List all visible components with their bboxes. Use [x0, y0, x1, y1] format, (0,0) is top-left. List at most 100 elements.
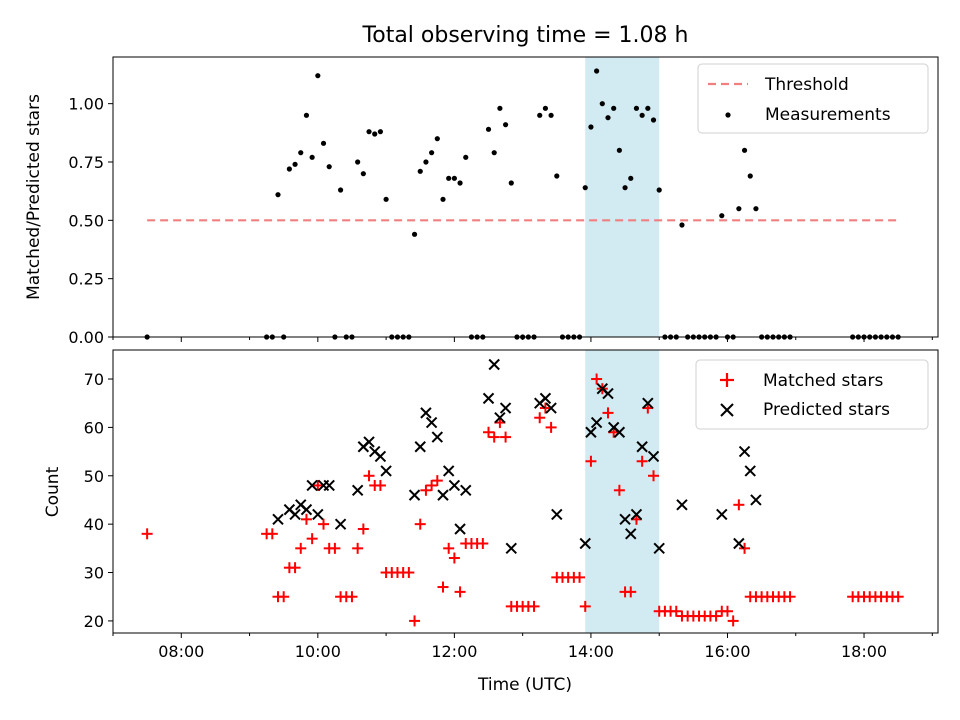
y-tick-label: 20	[84, 612, 104, 631]
legend-box	[695, 359, 929, 430]
y-axis-label: Count	[43, 466, 63, 517]
y-tick-label: 0.00	[68, 328, 104, 347]
predicted-star-point	[312, 508, 324, 521]
x-tick-label: 14:00	[568, 642, 614, 661]
measurement-point	[411, 231, 418, 237]
matched-star-point	[483, 426, 495, 438]
x-tick-label: 12:00	[431, 642, 477, 661]
matched-star-point	[278, 591, 290, 603]
predicted-star-point	[351, 484, 364, 496]
predicted-star-point	[425, 416, 438, 429]
matched-star-point	[266, 528, 278, 540]
measurement-point	[616, 147, 622, 153]
predicted-star-point	[579, 537, 591, 550]
measurement-point	[622, 185, 628, 191]
predicted-star-point	[539, 392, 552, 405]
legend: Matched stars Predicted stars	[695, 359, 929, 430]
predicted-star-point	[334, 518, 347, 530]
matched-star-point	[295, 542, 307, 554]
y-tick-label: 60	[84, 418, 104, 437]
measurement-point	[372, 131, 378, 137]
measurement-point	[446, 175, 452, 181]
matched-star-point	[374, 479, 386, 491]
matched-star-point	[488, 431, 500, 443]
x-tick-label: 10:00	[295, 642, 341, 661]
legend-threshold-label: Threshold	[764, 75, 849, 95]
predicted-star-point	[454, 523, 466, 535]
measurement-point	[429, 150, 435, 156]
matched-star-point	[591, 373, 603, 385]
predicted-star-point	[676, 499, 688, 511]
ratio-panel: 0.00 0.25 0.50 0.75 1.00 Matched/Predicted s…	[24, 56, 939, 347]
matched-star-point	[437, 581, 449, 593]
predicted-star-point	[636, 441, 648, 453]
predicted-star-point	[613, 426, 626, 438]
measurement-point	[275, 192, 281, 198]
matched-star-point	[625, 586, 637, 598]
predicted-star-point	[642, 397, 654, 409]
matched-star-point	[579, 600, 591, 612]
measurement-point	[656, 187, 662, 193]
measurement-point	[645, 105, 651, 111]
predicted-star-point	[505, 542, 517, 555]
predicted-star-point	[363, 436, 375, 448]
measurement-point	[650, 117, 657, 123]
y-tick-label: 70	[84, 370, 104, 389]
matched-star-point	[710, 610, 722, 622]
y-tick-label: 30	[84, 564, 104, 583]
matched-star-point	[545, 421, 557, 433]
matched-star-point	[636, 455, 648, 467]
predicted-star-point	[374, 450, 387, 463]
matched-star-point	[784, 591, 796, 603]
predicted-stars-points	[272, 358, 762, 555]
matched-star-point	[613, 484, 625, 496]
matched-star-point	[300, 513, 312, 525]
measurement-point	[582, 185, 588, 191]
predicted-star-point	[306, 479, 318, 492]
measurement-point	[315, 73, 321, 79]
measurement-point	[594, 68, 600, 74]
measurement-point	[423, 159, 429, 165]
measurement-point	[679, 222, 685, 228]
y-tick-label: 40	[84, 515, 104, 534]
measurement-point	[303, 112, 310, 118]
measurement-point	[736, 206, 742, 212]
predicted-star-point	[619, 513, 631, 526]
matched-star-point	[534, 412, 546, 424]
predicted-star-point	[625, 528, 637, 540]
matched-star-point	[426, 479, 438, 491]
y-axis-ticks: 20 30 40 50 60 70	[84, 370, 113, 631]
legend-matched-label: Matched stars	[763, 371, 883, 391]
predicted-star-point	[750, 494, 762, 506]
matched-star-point	[892, 591, 904, 603]
legend: Threshold Measurements	[697, 63, 929, 134]
measurement-point	[753, 206, 759, 212]
measurement-point	[611, 105, 617, 111]
matched-star-point	[363, 470, 375, 482]
measurement-point	[491, 150, 497, 156]
matched-star-point	[585, 455, 597, 467]
matched-star-point	[721, 605, 733, 617]
measurement-point	[741, 147, 748, 153]
measurement-point	[377, 129, 384, 135]
y-tick-label: 1.00	[68, 95, 104, 114]
matched-star-point	[727, 615, 739, 627]
matched-star-point	[352, 542, 364, 554]
measurement-point	[292, 161, 298, 167]
matched-star-point	[528, 600, 540, 612]
legend-box	[697, 63, 929, 134]
predicted-star-point	[499, 402, 512, 414]
matched-star-point	[312, 479, 324, 491]
matched-star-point	[346, 591, 358, 603]
matched-star-point	[414, 518, 426, 530]
predicted-star-point	[647, 450, 660, 463]
measurement-point	[417, 168, 423, 174]
measurement-point	[485, 126, 492, 132]
predicted-star-point	[630, 508, 643, 521]
measurement-point	[463, 154, 469, 160]
measurement-point	[628, 175, 634, 181]
y-tick-label: 0.75	[68, 153, 104, 172]
measurement-point	[639, 112, 645, 118]
predicted-star-point	[272, 513, 284, 526]
y-tick-label: 50	[84, 467, 104, 486]
